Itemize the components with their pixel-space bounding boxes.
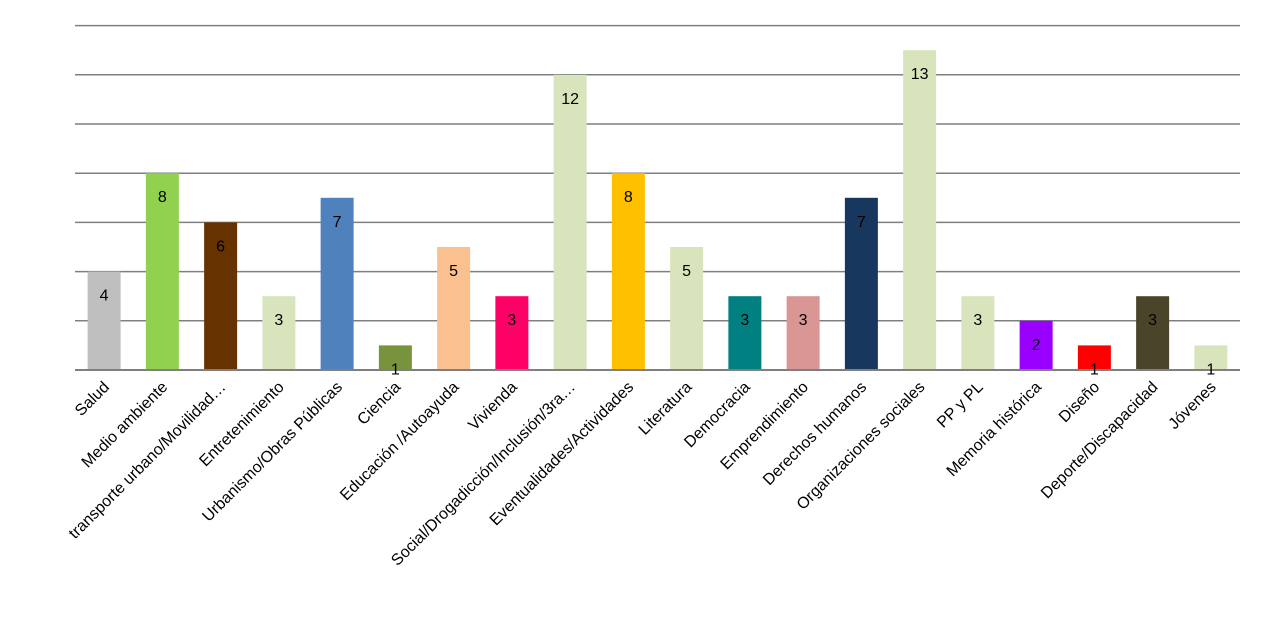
data-label: 1 xyxy=(391,361,400,378)
data-label: 2 xyxy=(1032,337,1041,354)
data-label: 7 xyxy=(333,214,342,231)
bar xyxy=(1136,296,1170,370)
bar xyxy=(320,197,354,370)
bar xyxy=(495,296,529,370)
data-label: 13 xyxy=(911,66,929,83)
bar xyxy=(844,197,878,370)
category-label: PP y PL xyxy=(934,379,987,432)
data-label: 5 xyxy=(682,263,691,280)
data-label: 6 xyxy=(216,238,225,255)
category-label: Deporte/Discapacidad xyxy=(1038,379,1161,502)
bar xyxy=(378,345,412,370)
data-label: 3 xyxy=(740,312,749,329)
data-label: 1 xyxy=(1206,361,1215,378)
data-label: 3 xyxy=(507,312,516,329)
data-label: 3 xyxy=(973,312,982,329)
bar xyxy=(262,296,296,370)
bar xyxy=(553,74,587,371)
bar xyxy=(611,173,645,370)
bar xyxy=(437,247,471,370)
category-label: Ciencia xyxy=(354,379,404,429)
data-label: 3 xyxy=(799,312,808,329)
bar xyxy=(1019,320,1053,370)
bars xyxy=(87,50,1228,371)
bar xyxy=(1194,345,1228,370)
data-label: 3 xyxy=(1148,312,1157,329)
category-label: Salud xyxy=(72,379,113,420)
gridlines xyxy=(75,24,1240,322)
data-label: 12 xyxy=(561,91,579,108)
bar xyxy=(728,296,762,370)
bar xyxy=(204,222,238,370)
bar xyxy=(961,296,995,370)
data-label: 3 xyxy=(274,312,283,329)
category-label: Literatura xyxy=(636,379,696,439)
data-label: 7 xyxy=(857,214,866,231)
bar xyxy=(903,50,937,370)
bar xyxy=(670,247,704,370)
bar xyxy=(87,271,121,370)
data-label: 5 xyxy=(449,263,458,280)
bar xyxy=(145,173,179,370)
category-label: Vivienda xyxy=(465,379,520,434)
data-label: 8 xyxy=(158,189,167,206)
data-label: 8 xyxy=(624,189,633,206)
category-label: Jóvenes xyxy=(1166,379,1220,433)
category-label: Derechos humanos xyxy=(760,379,870,489)
bar xyxy=(1077,345,1111,370)
category-label: Diseño xyxy=(1056,379,1103,426)
data-label: 1 xyxy=(1090,361,1099,378)
category-label: Educación /Autoayuda xyxy=(337,379,462,504)
data-label: 4 xyxy=(100,288,109,305)
bar xyxy=(786,296,820,370)
